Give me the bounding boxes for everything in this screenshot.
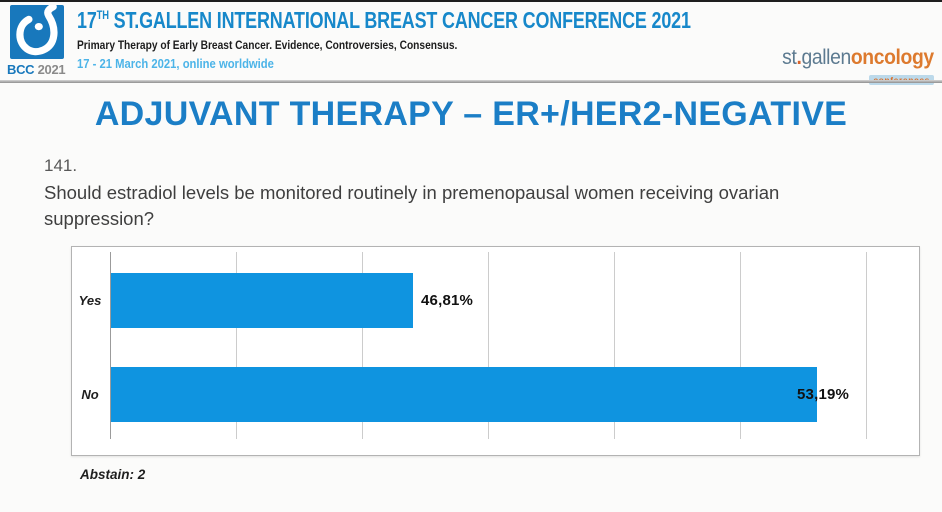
bcc-label: BCC (7, 62, 35, 77)
gridline (488, 252, 489, 439)
category-label-no: No (81, 387, 99, 402)
drop-icon (16, 5, 58, 56)
question-text: Should estradiol levels be monitored rou… (44, 182, 780, 229)
page-title: ADJUVANT THERAPY – ER+/HER2-NEGATIVE (94, 95, 848, 133)
brand-oncology: oncology (851, 46, 934, 69)
bar-yes (111, 273, 413, 328)
gridline (866, 252, 867, 439)
gridline (362, 252, 363, 439)
bcc-year: 2021 (37, 62, 66, 77)
value-label-no: 53,19% (797, 386, 850, 403)
bcc-logo (10, 5, 64, 59)
bar-chart: Yes 46,81% No 53,19% (71, 246, 920, 456)
header-divider (0, 80, 942, 83)
gridline (236, 252, 237, 439)
category-label-yes: Yes (78, 293, 102, 308)
bcc-year-label: BCC 2021 (7, 62, 77, 77)
conference-subtitle: Primary Therapy of Early Breast Cancer. … (77, 38, 458, 52)
question-number: 141. (44, 156, 78, 175)
conference-title-rest: ST.GALLEN INTERNATIONAL BREAST CANCER CO… (108, 7, 691, 33)
conference-title: 17TH ST.GALLEN INTERNATIONAL BREAST CANC… (77, 7, 691, 34)
bar-no (111, 367, 817, 422)
abstain-label: Abstain: 2 (80, 467, 146, 482)
gridline (614, 252, 615, 439)
brand-st: st (782, 46, 797, 69)
y-axis-line (110, 252, 111, 439)
conference-title-num: 17 (77, 7, 97, 33)
stgallen-oncology-wordmark: st.gallenoncology (782, 46, 934, 70)
value-label-yes: 46,81% (421, 292, 474, 309)
conference-title-sup: TH (96, 8, 109, 22)
top-edge-strip (0, 0, 942, 2)
conference-dates: 17 - 21 March 2021, online worldwide (77, 57, 274, 71)
brand-gallen: gallen (801, 46, 852, 69)
conference-header: 17TH ST.GALLEN INTERNATIONAL BREAST CANC… (77, 7, 864, 71)
brand-dot: . (796, 46, 802, 69)
gridline (740, 252, 741, 439)
